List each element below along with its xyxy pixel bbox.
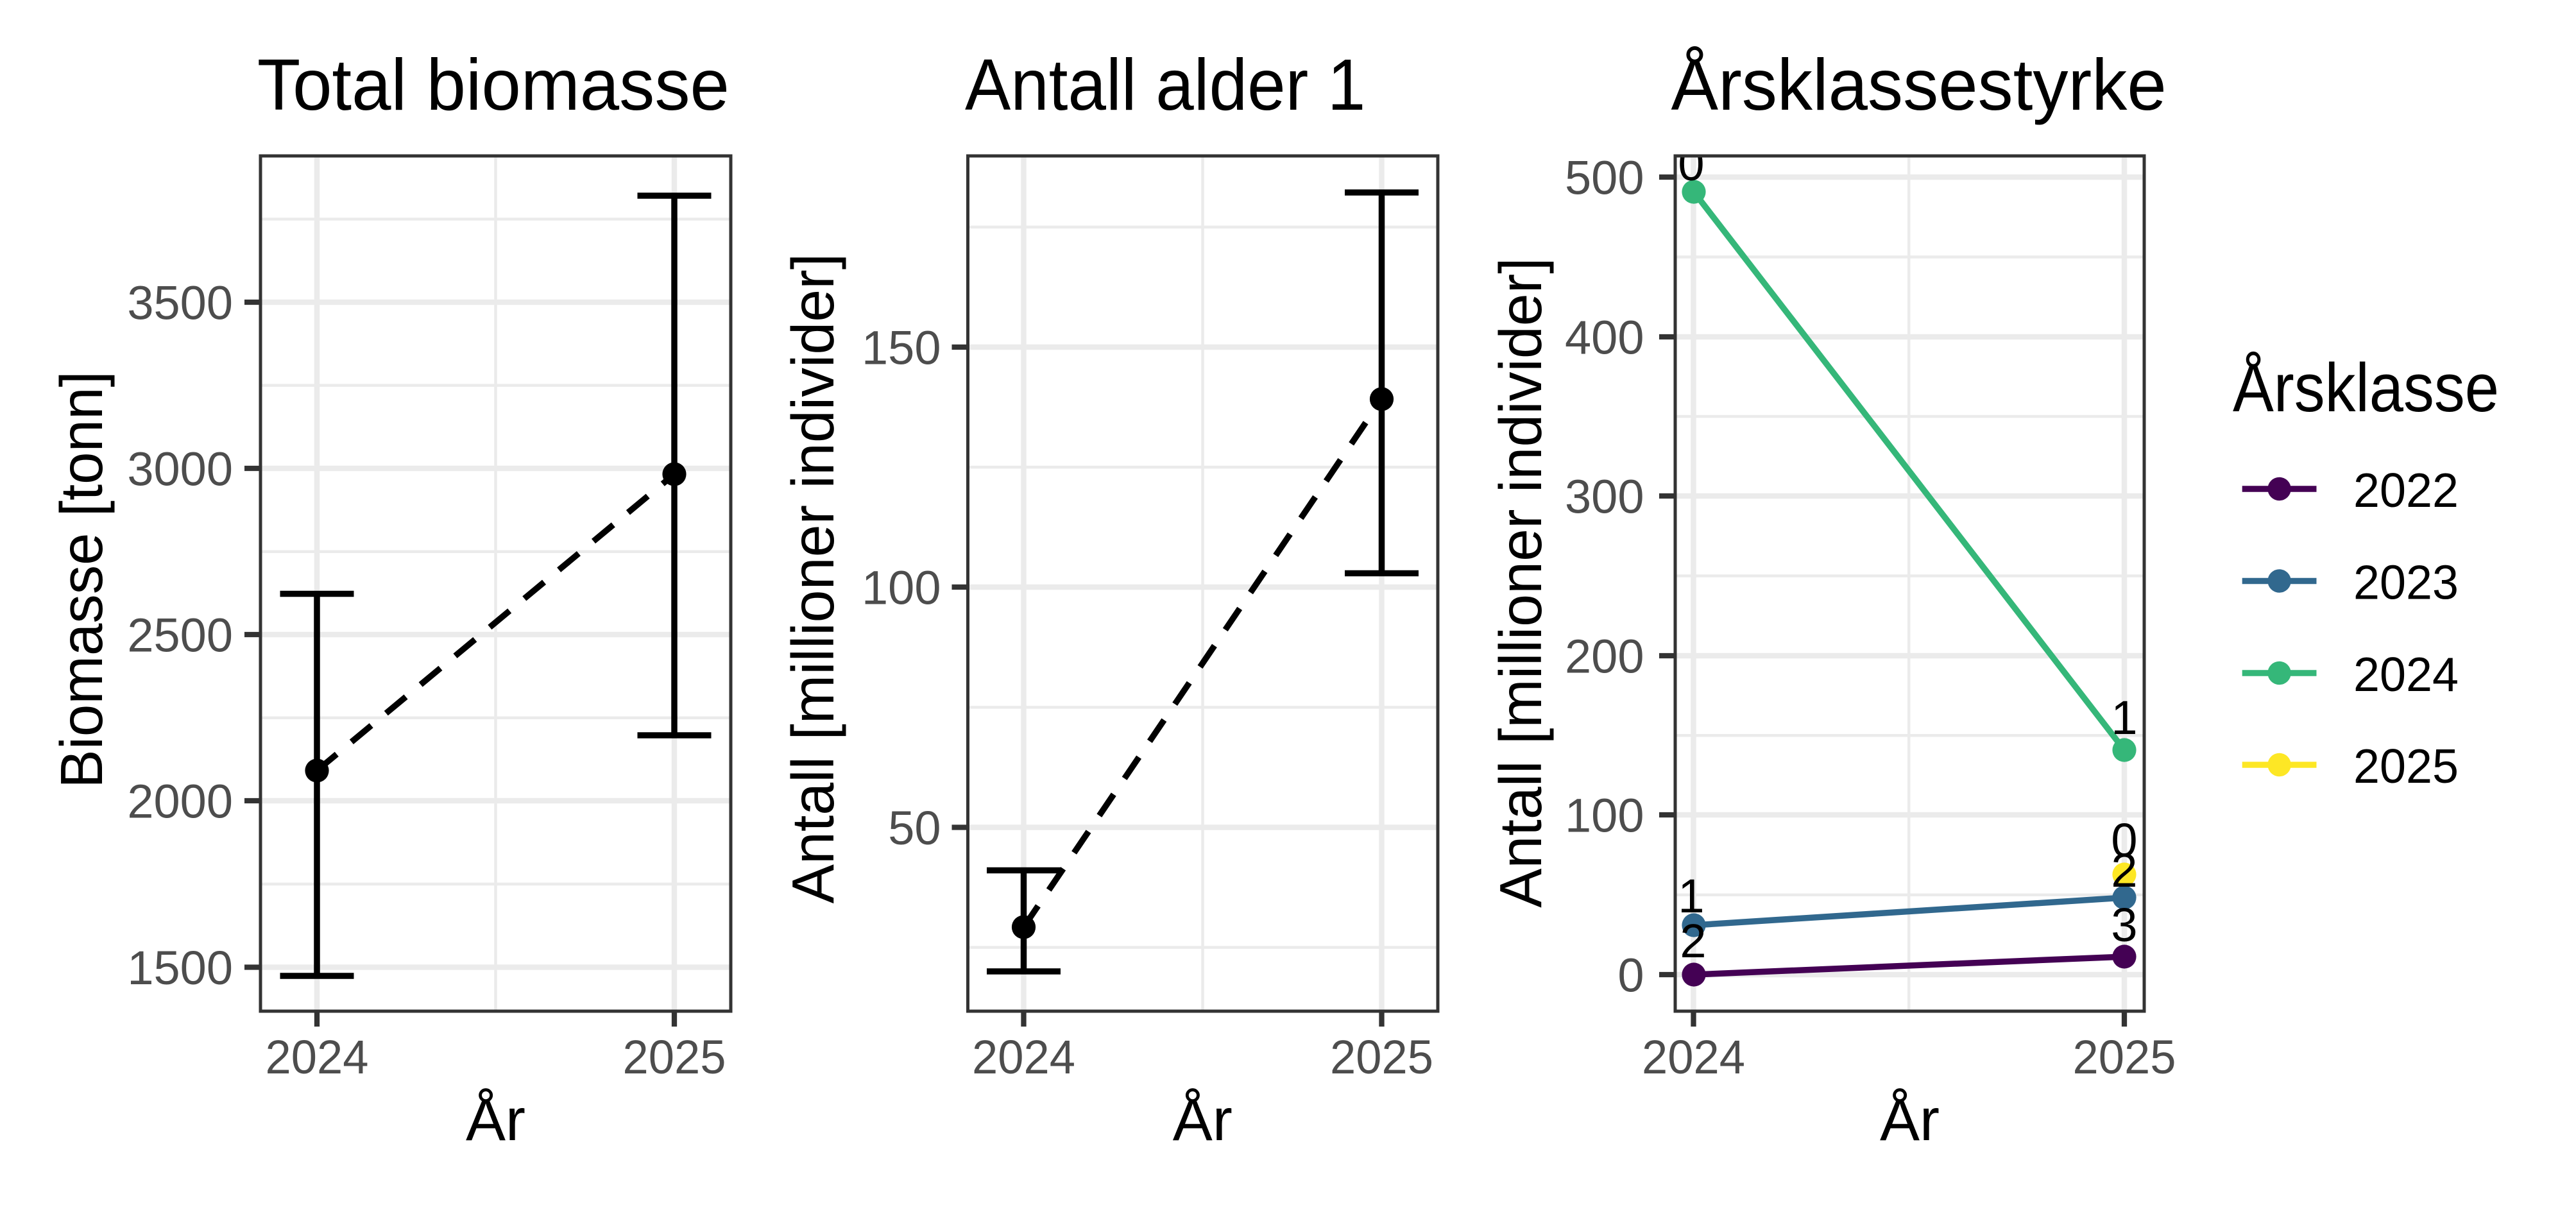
svg-text:Antall alder 1: Antall alder 1 bbox=[965, 44, 1366, 125]
svg-text:Antall [millioner individer]: Antall [millioner individer] bbox=[1487, 257, 1554, 908]
svg-text:2023: 2023 bbox=[2353, 556, 2459, 610]
svg-text:100: 100 bbox=[1565, 789, 1644, 842]
svg-text:Antall [millioner individer]: Antall [millioner individer] bbox=[780, 253, 846, 904]
svg-text:300: 300 bbox=[1565, 470, 1644, 524]
svg-text:200: 200 bbox=[1565, 630, 1644, 683]
svg-text:År: År bbox=[1880, 1086, 1940, 1153]
svg-text:2025: 2025 bbox=[2353, 739, 2459, 793]
svg-text:2: 2 bbox=[1680, 914, 1706, 968]
svg-text:0: 0 bbox=[1617, 949, 1644, 1002]
svg-text:3: 3 bbox=[2111, 898, 2137, 952]
svg-text:3000: 3000 bbox=[127, 443, 233, 496]
svg-text:År: År bbox=[466, 1086, 525, 1153]
svg-text:2500: 2500 bbox=[127, 609, 233, 662]
svg-text:2024: 2024 bbox=[1642, 1030, 1745, 1084]
svg-text:2: 2 bbox=[2111, 844, 2137, 897]
svg-text:3500: 3500 bbox=[127, 277, 233, 330]
svg-text:År: År bbox=[1173, 1086, 1233, 1153]
svg-text:Årsklasse: Årsklasse bbox=[2233, 349, 2499, 426]
svg-text:1: 1 bbox=[2111, 691, 2137, 744]
svg-text:400: 400 bbox=[1565, 311, 1644, 364]
svg-text:2025: 2025 bbox=[1330, 1030, 1433, 1084]
svg-text:1500: 1500 bbox=[127, 941, 233, 994]
svg-text:150: 150 bbox=[862, 321, 941, 375]
svg-text:50: 50 bbox=[888, 801, 941, 855]
svg-text:2025: 2025 bbox=[623, 1030, 726, 1084]
svg-text:0: 0 bbox=[1678, 137, 1704, 191]
svg-text:2025: 2025 bbox=[2073, 1030, 2176, 1084]
svg-text:Årsklassestyrke: Årsklassestyrke bbox=[1671, 44, 2167, 125]
svg-text:2024: 2024 bbox=[972, 1030, 1075, 1084]
svg-text:2000: 2000 bbox=[127, 775, 233, 828]
svg-text:2024: 2024 bbox=[2353, 647, 2459, 701]
svg-text:0: 0 bbox=[2111, 814, 2137, 867]
svg-text:Total biomasse: Total biomasse bbox=[257, 44, 729, 125]
svg-text:Biomasse [tonn]: Biomasse [tonn] bbox=[48, 371, 115, 789]
svg-text:1: 1 bbox=[1678, 869, 1704, 923]
svg-text:100: 100 bbox=[862, 561, 941, 615]
svg-text:2024: 2024 bbox=[266, 1030, 369, 1084]
svg-text:2022: 2022 bbox=[2353, 463, 2459, 517]
svg-text:500: 500 bbox=[1565, 151, 1644, 205]
